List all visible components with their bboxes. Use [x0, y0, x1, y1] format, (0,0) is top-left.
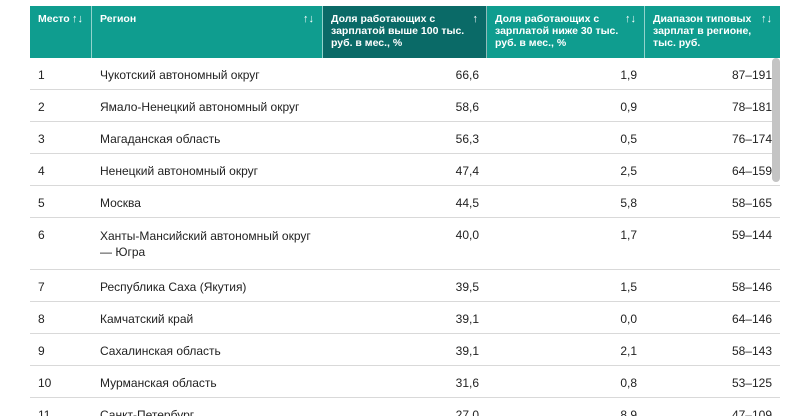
- column-label-line: Доля работающих: [495, 13, 591, 25]
- salary-range-cell: 59–144: [731, 228, 772, 242]
- region-name-line: Ханты-Мансийский автономный округ: [100, 229, 311, 243]
- table-row: 6 Ханты-Мансийский автономный округ — Юг…: [30, 218, 780, 270]
- rank-cell: 3: [38, 132, 45, 146]
- sort-ascending-icon[interactable]: ↑: [472, 13, 479, 25]
- column-header-region[interactable]: Регион ↑↓: [92, 6, 323, 58]
- rank-cell: 8: [38, 312, 45, 326]
- share-below-cell: 0,5: [620, 132, 637, 146]
- region-cell: Ненецкий автономный округ: [100, 164, 259, 178]
- region-cell: Санкт-Петербург: [100, 408, 195, 416]
- share-above-cell: 58,6: [455, 100, 479, 114]
- table-row: 1 Чукотский автономный округ 66,6 1,9 87…: [30, 58, 780, 90]
- share-above-cell: 39,5: [455, 280, 479, 294]
- salary-range-cell: 47–109: [731, 408, 772, 416]
- salary-range-cell: 53–125: [731, 376, 772, 390]
- share-above-cell: 31,6: [455, 376, 479, 390]
- region-cell: Камчатский край: [100, 312, 194, 326]
- column-header-share-below-30k[interactable]: Доля работающих с зарплатой ниже 30 тыс.…: [487, 6, 645, 58]
- region-cell: Республика Саха (Якутия): [100, 280, 247, 294]
- salary-range-cell: 87–191: [731, 68, 772, 82]
- rank-cell: 2: [38, 100, 45, 114]
- share-below-cell: 0,0: [620, 312, 637, 326]
- table-row: 2 Ямало-Ненецкий автономный округ 58,6 0…: [30, 90, 780, 122]
- table-row: 3 Магаданская область 56,3 0,5 76–174: [30, 122, 780, 154]
- sort-icon[interactable]: ↑↓: [761, 13, 772, 25]
- table-row: 9 Сахалинская область 39,1 2,1 58–143: [30, 334, 780, 366]
- rank-cell: 10: [38, 376, 52, 390]
- sort-icon[interactable]: ↑↓: [72, 13, 83, 25]
- region-cell: Ханты-Мансийский автономный округ — Югра: [92, 218, 323, 260]
- region-cell: Магаданская область: [100, 132, 221, 146]
- share-below-cell: 5,8: [620, 196, 637, 210]
- column-label-line: тыс. руб.: [653, 37, 701, 49]
- column-header-rank[interactable]: Место ↑↓: [30, 6, 92, 58]
- column-header-salary-range[interactable]: Диапазон типовых зарплат в регионе, тыс.…: [645, 6, 780, 58]
- salary-range-cell: 76–174: [731, 132, 772, 146]
- table-row: 11 Санкт-Петербург 27,0 8,9 47–109: [30, 398, 780, 416]
- column-label-line: 30 тыс. руб. в мес., %: [495, 25, 619, 49]
- share-below-cell: 1,5: [620, 280, 637, 294]
- share-above-cell: 66,6: [455, 68, 479, 82]
- salary-range-cell: 58–165: [731, 196, 772, 210]
- column-label-line: Доля работающих: [331, 13, 427, 25]
- rank-cell: 6: [38, 228, 45, 242]
- region-name-line: — Югра: [100, 245, 146, 259]
- share-above-cell: 56,3: [455, 132, 479, 146]
- region-cell: Мурманская область: [100, 376, 217, 390]
- region-cell: Сахалинская область: [100, 344, 221, 358]
- share-above-cell: 39,1: [455, 312, 479, 326]
- share-above-cell: 27,0: [455, 408, 479, 416]
- table-row: 7 Республика Саха (Якутия) 39,5 1,5 58–1…: [30, 270, 780, 302]
- region-cell: Москва: [100, 196, 141, 210]
- share-below-cell: 1,7: [620, 228, 637, 242]
- sort-icon[interactable]: ↑↓: [625, 13, 636, 25]
- share-below-cell: 2,1: [620, 344, 637, 358]
- rank-cell: 1: [38, 68, 45, 82]
- rank-cell: 11: [38, 408, 51, 416]
- table-row: 8 Камчатский край 39,1 0,0 64–146: [30, 302, 780, 334]
- column-label-line: 100 тыс. руб. в мес., %: [331, 25, 465, 49]
- vertical-scrollbar[interactable]: [772, 58, 780, 182]
- salary-range-cell: 64–146: [731, 312, 772, 326]
- rank-cell: 7: [38, 280, 45, 294]
- column-label-line: Диапазон типовых: [653, 13, 752, 25]
- table-row: 5 Москва 44,5 5,8 58–165: [30, 186, 780, 218]
- salary-range-cell: 58–146: [731, 280, 772, 294]
- table-body: 1 Чукотский автономный округ 66,6 1,9 87…: [30, 58, 780, 416]
- rank-cell: 4: [38, 164, 45, 178]
- region-cell: Ямало-Ненецкий автономный округ: [100, 100, 300, 114]
- share-above-cell: 44,5: [455, 196, 479, 210]
- column-label-region: Регион: [100, 13, 137, 25]
- column-label-line: зарплат в регионе,: [653, 25, 752, 37]
- column-label-rank: Место: [38, 13, 70, 25]
- rank-cell: 5: [38, 196, 45, 210]
- salary-range-cell: 64–159: [731, 164, 772, 178]
- share-below-cell: 2,5: [620, 164, 637, 178]
- share-below-cell: 0,8: [620, 376, 637, 390]
- sort-icon[interactable]: ↑↓: [303, 13, 314, 25]
- share-below-cell: 8,9: [620, 408, 637, 416]
- share-below-cell: 1,9: [620, 68, 637, 82]
- salary-range-cell: 78–181: [731, 100, 772, 114]
- column-label-line: с зарплатой ниже: [495, 13, 600, 37]
- rank-cell: 9: [38, 344, 45, 358]
- share-above-cell: 47,4: [455, 164, 479, 178]
- salary-table: Место ↑↓ Регион ↑↓ Доля работающих с зар…: [30, 6, 780, 416]
- table-row: 10 Мурманская область 31,6 0,8 53–125: [30, 366, 780, 398]
- column-label-line: с зарплатой выше: [331, 13, 436, 37]
- share-above-cell: 39,1: [455, 344, 479, 358]
- table-row: 4 Ненецкий автономный округ 47,4 2,5 64–…: [30, 154, 780, 186]
- region-cell: Чукотский автономный округ: [100, 68, 260, 82]
- column-header-share-above-100k[interactable]: Доля работающих с зарплатой выше 100 тыс…: [323, 6, 487, 58]
- share-above-cell: 40,0: [455, 228, 479, 242]
- share-below-cell: 0,9: [620, 100, 637, 114]
- salary-range-cell: 58–143: [731, 344, 772, 358]
- table-header: Место ↑↓ Регион ↑↓ Доля работающих с зар…: [30, 6, 780, 58]
